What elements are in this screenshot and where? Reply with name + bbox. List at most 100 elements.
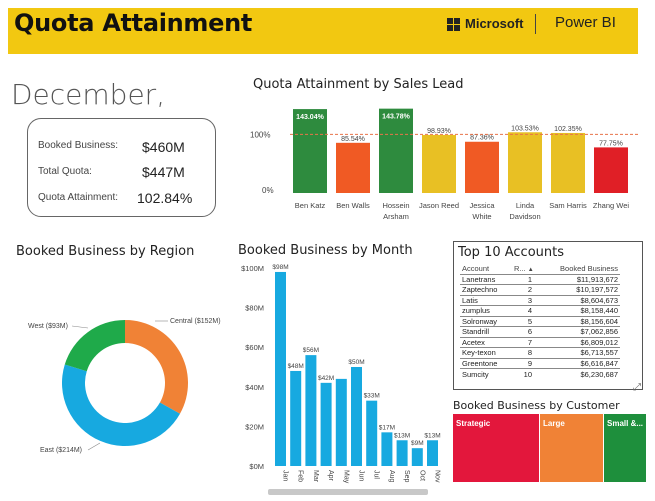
table-row[interactable]: Sumcity 10 $6,230,687 [460,368,620,379]
focus-mode-icon[interactable]: ⤢ [633,382,641,393]
x-tick-label: Ben Walls [336,201,370,210]
rank-cell: 1 [512,273,540,285]
data-label: 85.54% [341,136,365,143]
rank-column-header[interactable]: R... ▲ [512,264,540,274]
bar [293,109,327,193]
x-tick-label: Ben Katz [295,201,326,210]
table-row[interactable]: zumplus 4 $8,158,440 [460,305,620,316]
rank-cell: 6 [512,326,540,337]
table-row[interactable]: Key-texon 8 $6,713,557 [460,347,620,358]
table-row[interactable]: Standrill 6 $7,062,856 [460,326,620,337]
label-leader [71,325,89,329]
x-tick-label: Davidson [509,212,540,221]
booked-business-cell: $11,913,672 [540,273,620,285]
x-tick-label: Aug [388,470,395,483]
data-label: $13M [424,432,440,439]
slice-label: Central ($152M) [170,318,221,325]
x-tick-label: Jason Reed [419,201,459,210]
bar [275,271,286,466]
account-cell: Key-texon [460,347,512,358]
account-cell: Latis [460,294,512,306]
segment-small-tile[interactable]: Small &... [604,414,646,482]
bar [379,108,413,193]
bar [508,132,542,193]
top-accounts-table[interactable]: Top 10 Accounts Account R... ▲ Booked Bu… [453,241,643,390]
total-quota-value: $447M [142,164,185,180]
period-label: December, [11,78,166,111]
header-divider [535,14,536,34]
kpi-card[interactable]: Booked Business: $460M Total Quota: $447… [27,118,216,217]
slice-label: West ($93M) [28,323,68,330]
booked-business-cell: $8,604,673 [540,294,620,306]
accounts-table[interactable]: Account R... ▲ Booked Business Lanetrans… [460,264,620,379]
rank-cell: 7 [512,336,540,348]
booked-business-cell: $8,156,604 [540,315,620,327]
y-tick-label: 0% [262,186,274,195]
x-tick-label: Jun [358,470,365,481]
data-label: $17M [379,424,395,431]
booked-business-label: Booked Business: [38,140,119,151]
slice-label: East ($214M) [40,447,82,454]
account-cell: Acetex [460,336,512,348]
account-cell: Sumcity [460,368,512,379]
y-tick-label: $60M [245,343,264,352]
bar [594,147,628,193]
month-bar-chart[interactable]: $0M $20M $40M $60M $80M $100M $98M Jan $48M Feb $5… [232,258,447,498]
x-tick-label: Nov [434,470,441,483]
bar [320,382,332,466]
sales-lead-bar-chart[interactable]: 100% 0% 143.04% Ben Katz 85.54% Ben Walls 143.… [240,95,650,230]
data-label: $42M [318,375,334,382]
bar [396,440,408,466]
donut-slice [125,320,188,414]
data-label: $13M [394,432,410,439]
data-label: $50M [348,359,364,366]
sort-ascending-icon[interactable]: ▲ [527,267,534,274]
data-label: 77.75% [599,140,623,147]
account-cell: Greentone [460,357,512,369]
bar [336,142,370,193]
report-title: Quota Attainment [14,9,253,37]
data-label: 87.36% [470,135,494,142]
microsoft-brand-text: Microsoft [465,16,524,31]
data-label: 143.04% [296,114,324,121]
donut-slice [62,364,180,447]
label-leader [87,442,101,451]
account-column-header[interactable]: Account [462,264,490,274]
table-row[interactable]: Greentone 9 $6,616,847 [460,357,620,369]
table-row[interactable]: Latis 3 $8,604,673 [460,294,620,306]
bar [427,440,438,466]
table-row[interactable]: Acetex 7 $6,809,012 [460,336,620,348]
account-cell: Solronway [460,315,512,327]
table-row[interactable]: Zaptechno 2 $10,197,572 [460,284,620,295]
bar [551,132,585,193]
data-label: 98.93% [427,128,451,135]
y-tick-label: $100M [241,264,264,273]
x-tick-label: Sep [403,470,410,483]
x-tick-label: Jul [373,470,380,479]
bar [351,367,362,466]
header-banner [8,8,638,54]
bar [366,400,378,466]
data-label: $9M [411,440,424,447]
microsoft-logo-icon [447,18,460,31]
region-donut-chart[interactable]: Central ($152M) East ($214M) West ($93M) [0,290,240,465]
booked-business-cell: $6,616,847 [540,357,620,369]
segment-strategic-tile[interactable]: Strategic [453,414,539,482]
segment-large-tile[interactable]: Large [540,414,603,482]
booked-business-cell: $6,713,557 [540,347,620,358]
top-accounts-title: Top 10 Accounts [458,245,565,260]
bar [305,355,317,466]
data-label: $33M [364,393,380,400]
booked-business-column-header[interactable]: Booked Business [560,264,618,274]
y-tick-label: $0M [249,462,264,471]
table-row[interactable]: Lanetrans 1 $11,913,672 [460,273,620,285]
x-tick-label: Apr [327,470,334,482]
table-row[interactable]: Solronway 5 $8,156,604 [460,315,620,327]
rank-cell: 2 [512,284,540,295]
x-tick-label: Zhang Wei [593,201,629,210]
horizontal-scrollbar [268,489,428,495]
donut-slice [64,320,125,372]
bar [411,448,423,466]
rank-cell: 8 [512,347,540,358]
bar [422,134,456,193]
